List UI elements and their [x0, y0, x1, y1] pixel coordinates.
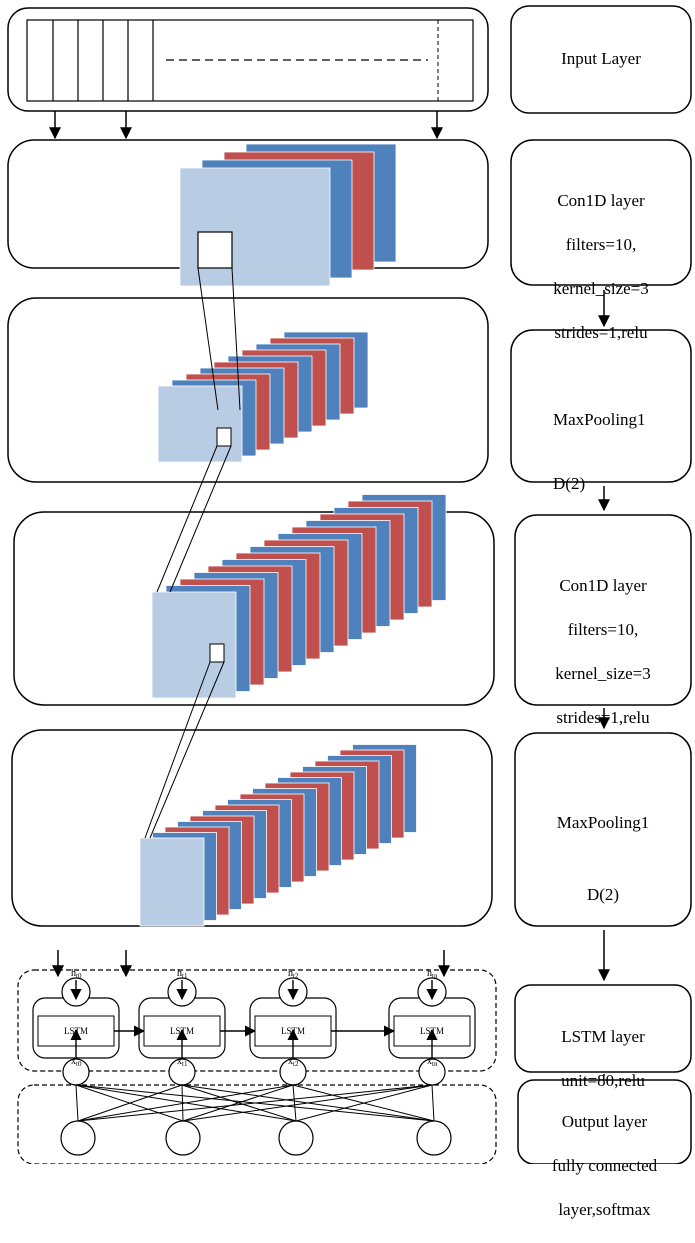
pool2-line-1: MaxPooling1 [556, 813, 650, 832]
pool2-feature-map-stack [139, 744, 417, 927]
lstm-cell: LSTMht0xt0 [32, 968, 146, 1086]
conv1-line-3: kernel_size=3 [553, 279, 649, 298]
input-subscript: t1 [182, 1060, 188, 1068]
conv2-line-4: strides=1,relu [556, 708, 650, 727]
pool1-line-2: D(2) [553, 474, 586, 493]
conv2-panel-frame [13, 511, 495, 706]
lstm-line-1: LSTM layer [561, 1027, 645, 1046]
hidden-state-subscript: tn [432, 972, 438, 980]
pool1-feature-map-stack [157, 331, 369, 463]
conv2-line-2: filters=10, [567, 620, 639, 639]
input-to-conv-arrows [49, 111, 443, 140]
input-label: xt2 [288, 1056, 299, 1068]
hidden-state-label: htn [427, 968, 438, 980]
input-layer-label: Input Layer [561, 49, 641, 68]
conv2-layer-box [514, 514, 692, 706]
dense-connection [182, 1084, 433, 1122]
pool2-panel [11, 729, 493, 927]
input-layer-panel [7, 7, 489, 112]
cnn-lstm-architecture-diagram: LSTMht0xt0LSTMht1xt1LSTMht2xt2LSTMhtnxtn [7, 5, 692, 1164]
output-layer-box [517, 1079, 692, 1164]
conv2-layer-label: Con1D layer filters=10, kernel_size=3 st… [515, 553, 691, 751]
output-node [416, 1120, 452, 1156]
dense-connection [295, 1084, 433, 1122]
feature-map-front [139, 837, 205, 927]
lstm-cell: LSTMhtnxtn [388, 968, 476, 1086]
conv2-line-3: kernel_size=3 [555, 664, 651, 683]
pool2-line-2: D(2) [586, 885, 620, 904]
receptive-field-projection-lines [144, 231, 241, 839]
output-node [165, 1120, 201, 1156]
dense-connection [77, 1084, 294, 1122]
conv1-line-1: Con1D layer [557, 191, 645, 210]
hidden-state-label: ht2 [288, 968, 299, 980]
hidden-state-subscript: t1 [182, 972, 188, 980]
lstm-layer-label: LSTM layer unit=80,relu [515, 1004, 691, 1114]
hidden-state-subscript: t0 [76, 972, 82, 980]
output-node [60, 1120, 96, 1156]
hidden-state-label: ht0 [71, 968, 82, 980]
conv2-feature-map-stack [151, 494, 447, 699]
conv1-line-4: strides=1,relu [554, 323, 648, 342]
lstm-line-2: unit=80,relu [561, 1071, 645, 1090]
lstm-cells: LSTMht0xt0LSTMht1xt1LSTMht2xt2LSTMhtnxtn [32, 968, 476, 1086]
pool1-layer-box [510, 329, 692, 483]
input-label: xtn [427, 1056, 438, 1068]
output-line-2: fully connected [551, 1156, 658, 1175]
dense-connection [75, 1084, 79, 1122]
lstm-layer-box [514, 984, 692, 1073]
conv1-line-2: filters=10, [565, 235, 637, 254]
pool1-line-1: MaxPooling1 [553, 410, 646, 429]
feature-map-front [157, 385, 243, 463]
pool2-layer-box [514, 732, 692, 927]
pool-to-lstm-arrows [52, 950, 450, 978]
right-column-boxes [510, 5, 692, 1164]
pool2-layer-label: MaxPooling1 D(2) [515, 769, 691, 949]
output-line-3: layer,softmax [558, 1200, 651, 1219]
dense-connection [77, 1084, 183, 1122]
hidden-state-subscript: t2 [293, 972, 299, 980]
lstm-cell: LSTMht2xt2 [249, 968, 396, 1086]
conv2-line-1: Con1D layer [559, 576, 647, 595]
conv1-layer-label: Con1D layer filters=10, kernel_size=3 st… [511, 168, 691, 366]
output-line-1: Output layer [561, 1112, 648, 1131]
lstm-region [17, 969, 497, 1072]
output-node [278, 1120, 314, 1156]
pool1-panel [7, 297, 489, 483]
input-layer-box [510, 5, 692, 114]
fully-connected-network [60, 1084, 452, 1156]
conv1-layer-box [510, 139, 692, 286]
dense-connection [292, 1084, 297, 1122]
conv1-feature-map-stack [179, 143, 397, 287]
input-label: xt1 [177, 1056, 188, 1068]
input-subscript: tn [432, 1060, 438, 1068]
hidden-state-label: ht1 [177, 968, 188, 980]
dense-connection [431, 1084, 435, 1122]
dense-connection [182, 1084, 294, 1122]
pool1-layer-label: MaxPooling1 D(2) [553, 372, 691, 532]
output-layer-label: Output layer fully connected layer,softm… [518, 1089, 691, 1243]
input-subscript: t2 [293, 1060, 299, 1068]
dense-connection [77, 1084, 433, 1122]
input-label: xt0 [71, 1056, 82, 1068]
lstm-cell: LSTMht1xt1 [138, 968, 257, 1086]
input-subscript: t0 [76, 1060, 82, 1068]
